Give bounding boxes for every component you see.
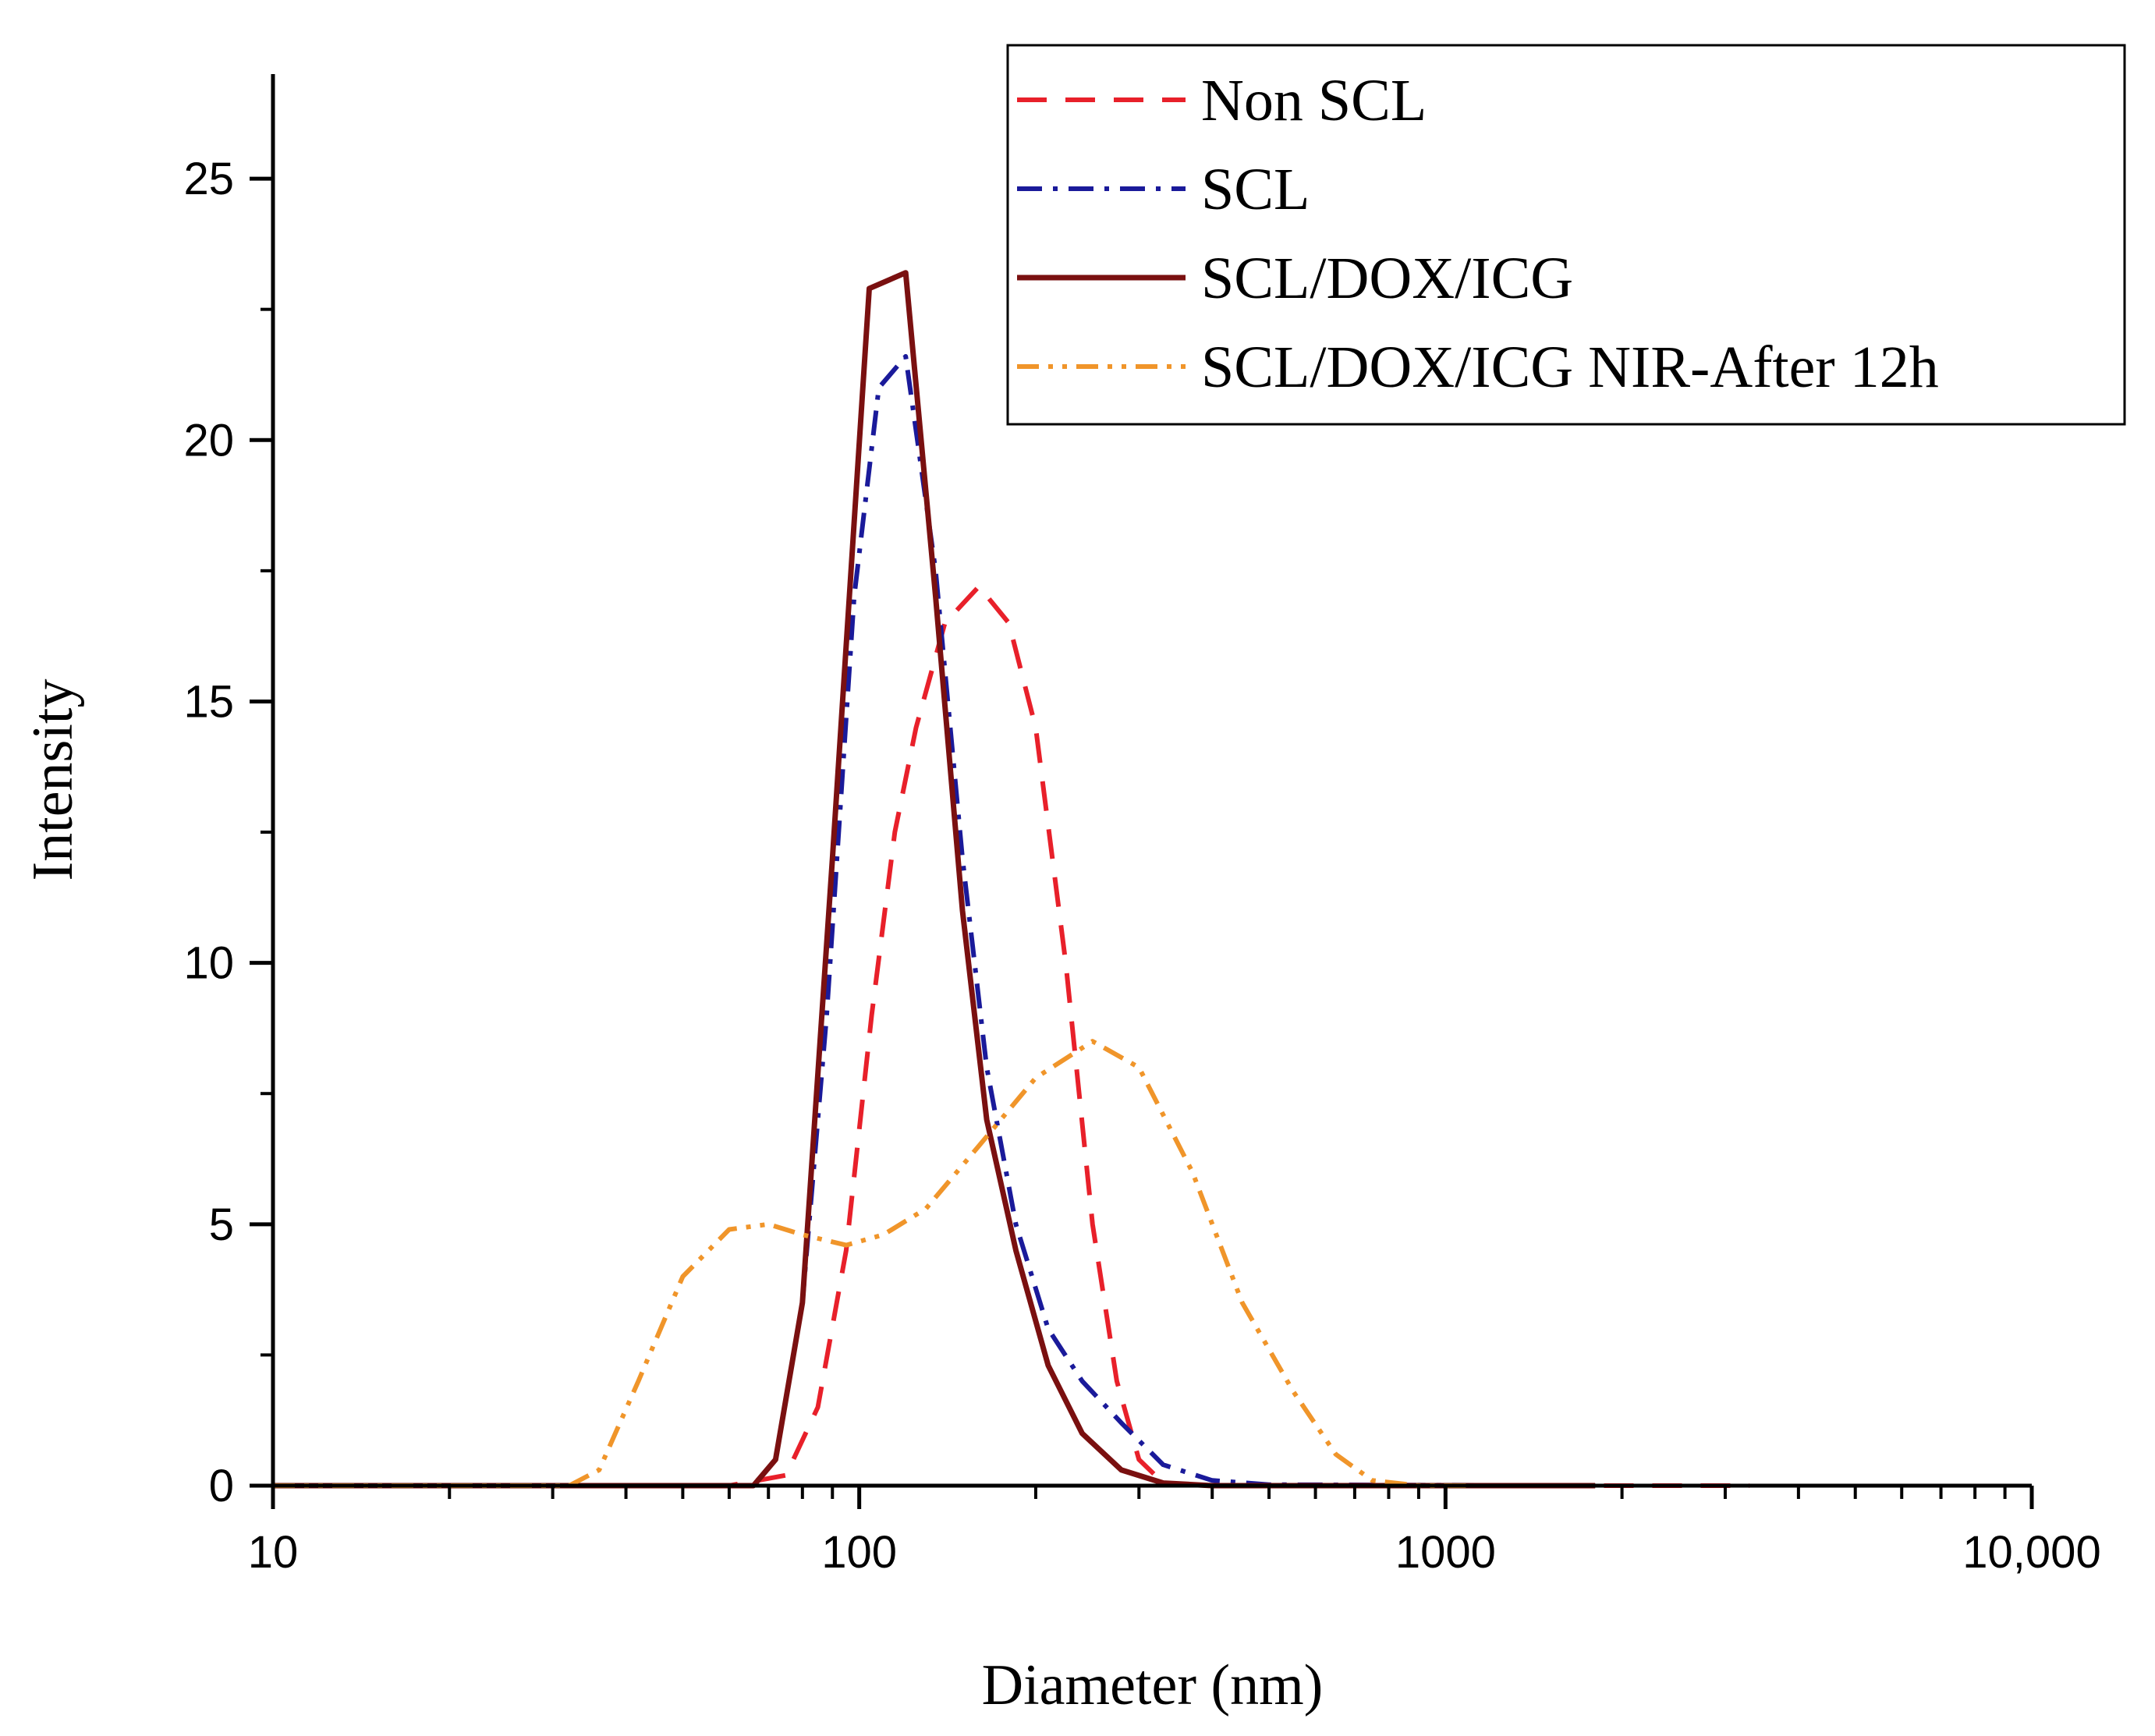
y-tick-label: 5 <box>209 1199 234 1250</box>
y-tick-label: 20 <box>183 415 234 466</box>
x-tick-label: 1000 <box>1395 1527 1496 1578</box>
y-tick-label: 0 <box>209 1461 234 1511</box>
y-tick-label: 10 <box>183 938 234 989</box>
series-line-2 <box>273 354 1596 1488</box>
series-layer <box>273 270 1750 1489</box>
x-tick-label: 10 <box>248 1527 299 1578</box>
x-ticks: 10 100 1000 10,000 <box>248 1486 2101 1578</box>
y-axis-title: Intensity <box>21 679 85 881</box>
x-tick-label: 100 <box>821 1527 897 1578</box>
legend-box <box>1006 44 2126 426</box>
axes: 10 100 1000 10,000 0 5 10 15 20 25 <box>183 74 2101 1578</box>
x-axis-title: Diameter (nm) <box>982 1653 1324 1717</box>
legend: Non SCL SCL SCL/DOX/ICG SCL/DOX/ICG NIR-Aft… <box>1006 44 2126 426</box>
legend-label-1: Non SCL <box>1201 68 1427 133</box>
legend-label-2: SCL <box>1201 157 1310 222</box>
legend-label-4: SCL/DOX/ICG NIR-After 12h <box>1201 335 1939 400</box>
series-line-1 <box>273 584 1750 1488</box>
legend-label-3: SCL/DOX/ICG <box>1201 246 1573 311</box>
x-tick-label: 10,000 <box>1962 1527 2100 1578</box>
y-ticks: 0 5 10 15 20 25 <box>183 154 273 1511</box>
series-line-4 <box>273 1039 1470 1488</box>
y-tick-label: 25 <box>183 154 234 204</box>
series-line-3 <box>273 270 1596 1489</box>
x-minor-ticks <box>448 1486 2007 1499</box>
y-tick-label: 15 <box>183 676 234 727</box>
